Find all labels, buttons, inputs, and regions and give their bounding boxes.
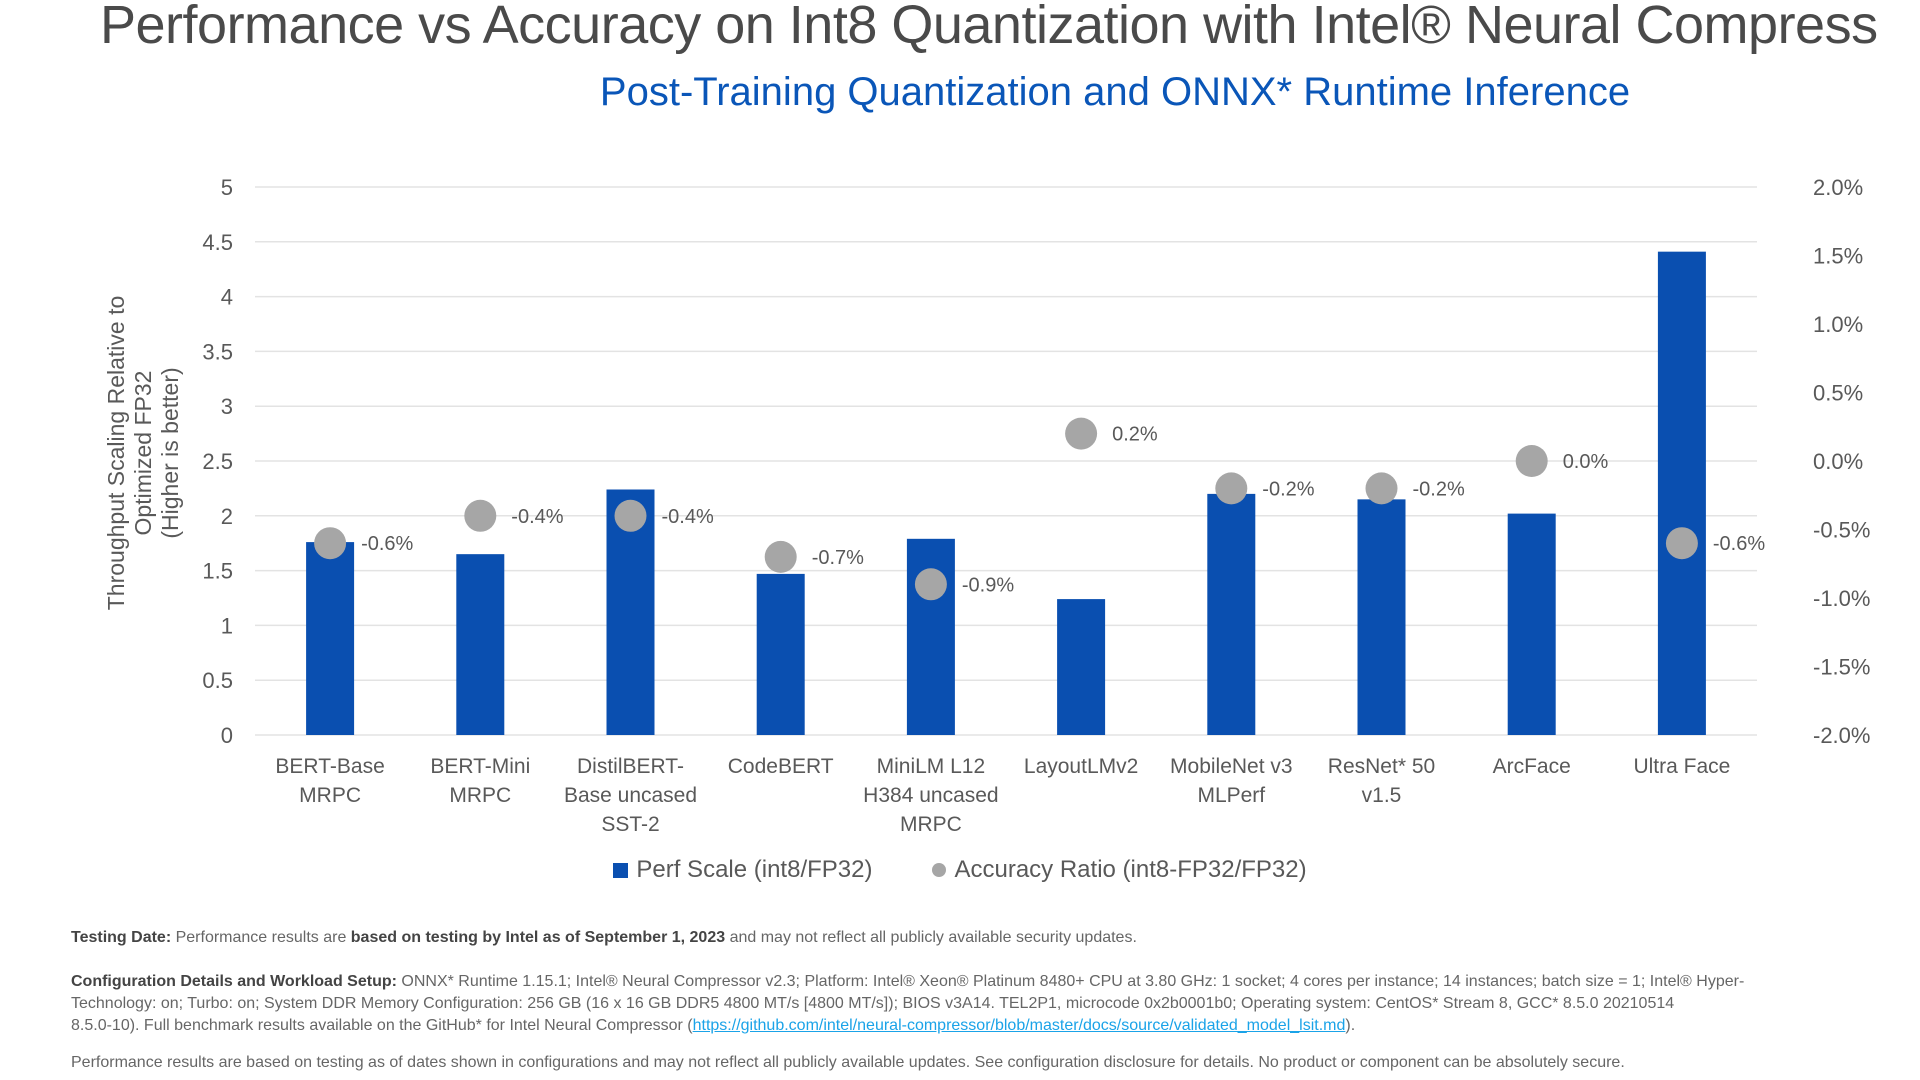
x-tick-label: SST-2 (601, 813, 659, 836)
y-axis-title-line: Optimized FP32 (130, 371, 156, 536)
y2-tick-label: 0.5% (1813, 381, 1863, 406)
bar-swatch-icon (613, 862, 629, 878)
x-tick-label: MRPC (299, 784, 361, 807)
data-label: -0.4% (662, 506, 714, 528)
x-tick-label: LayoutLMv2 (1024, 755, 1138, 778)
legend: Perf Scale (int8/FP32) Accuracy Ratio (i… (0, 856, 1920, 884)
data-label: -0.2% (1262, 478, 1314, 500)
y-tick-label: 1 (221, 613, 233, 638)
x-tick-label: ResNet* 50 (1328, 755, 1435, 778)
data-label: 0.2% (1112, 424, 1158, 446)
y-axis-title-line: (Higher is better) (157, 367, 183, 538)
note-bold-text: based on testing by Intel as of Septembe… (350, 929, 726, 946)
x-tick-label: MiniLM L12 (877, 755, 986, 778)
legend-item-perf: Perf Scale (int8/FP32) (613, 856, 872, 884)
bar (1657, 251, 1706, 735)
y-tick-label: 4 (221, 285, 233, 310)
chart-title: Performance vs Accuracy on Int8 Quantiza… (100, 0, 1878, 55)
y-tick-label: 3.5 (202, 339, 233, 364)
bar (1357, 499, 1406, 735)
y2-tick-label: -1.0% (1813, 586, 1870, 611)
github-link[interactable]: https://github.com/intel/neural-compress… (692, 1017, 1346, 1034)
bar (1507, 513, 1556, 735)
disclaimer: Performance results are based on testing… (71, 1054, 1625, 1071)
bar (1057, 599, 1106, 735)
accuracy-point (914, 568, 947, 601)
testing-date-label: Testing Date: (71, 929, 172, 946)
config-text: ONNX* Runtime 1.15.1; Intel® Neural Comp… (396, 973, 1745, 990)
x-tick-label: DistilBERT- (577, 755, 684, 778)
accuracy-point (1365, 472, 1398, 505)
x-tick-label: CodeBERT (728, 755, 834, 778)
y-tick-label: 4.5 (202, 230, 233, 255)
data-label: -0.6% (361, 533, 413, 555)
x-tick-label: BERT-Mini (430, 755, 530, 778)
legend-label: Accuracy Ratio (int8-FP32/FP32) (954, 856, 1307, 883)
bar (1207, 493, 1256, 735)
x-tick-label: MLPerf (1197, 784, 1265, 807)
config-text: 8.5.0-10). Full benchmark results availa… (71, 1017, 693, 1034)
bar (456, 554, 505, 735)
x-tick-label: v1.5 (1362, 784, 1402, 807)
accuracy-point (464, 499, 497, 532)
legend-label: Perf Scale (int8/FP32) (636, 856, 873, 883)
y-tick-label: 5 (221, 175, 233, 200)
y-axis-title: Throughput Scaling Relative toOptimized … (103, 296, 183, 611)
config-text: ). (1345, 1017, 1356, 1034)
accuracy-point (1665, 527, 1698, 560)
combo-chart: 0 0.5 1 1.5 2 2.5 3 3.5 4 4.5 5 -2.0% -1.5% -1.0% -0.5… (103, 175, 1870, 836)
y-tick-label: 3 (221, 394, 233, 419)
note-text: and may not reflect all publicly availab… (725, 929, 1137, 946)
dot-swatch-icon (932, 863, 947, 877)
x-tick-label: MRPC (449, 784, 511, 807)
x-tick-label: MobileNet v3 (1170, 755, 1293, 778)
accuracy-point (1515, 445, 1548, 477)
y2-tick-label: 1.5% (1813, 244, 1863, 269)
x-tick-label: MRPC (900, 813, 962, 836)
x-tick-label: ArcFace (1493, 755, 1571, 778)
y-tick-label: 2.5 (202, 449, 233, 474)
y-axis-title-line: Throughput Scaling Relative to (103, 296, 129, 611)
data-label: -0.7% (812, 547, 864, 569)
data-label: -0.9% (962, 574, 1014, 596)
x-tick-label: BERT-Base (275, 755, 384, 778)
accuracy-point (614, 499, 647, 532)
data-label: -0.2% (1413, 478, 1465, 500)
y2-tick-label: 0.0% (1813, 449, 1863, 474)
y-tick-label: 1.5 (202, 559, 233, 584)
y2-tick-label: -1.5% (1813, 655, 1870, 680)
x-tick-label: Ultra Face (1633, 755, 1730, 778)
x-tick-label: Base uncased (564, 784, 697, 807)
y2-tick-label: -2.0% (1813, 723, 1870, 748)
config-label: Configuration Details and Workload Setup… (71, 973, 397, 990)
y2-tick-label: -0.5% (1813, 518, 1870, 543)
y2-tick-label: 2.0% (1813, 175, 1863, 200)
data-label: 0.0% (1563, 451, 1609, 473)
y-tick-label: 2 (221, 504, 233, 529)
y-tick-label: 0.5 (202, 668, 233, 693)
bar (906, 538, 955, 735)
config-text: Technology: on; Turbo: on; System DDR Me… (71, 995, 1675, 1012)
accuracy-point (1215, 472, 1248, 505)
accuracy-point (314, 527, 347, 560)
bar (306, 542, 355, 735)
testing-date-note: Testing Date: Performance results are ba… (71, 927, 1137, 949)
x-tick-label: H384 uncased (863, 784, 998, 807)
accuracy-point (764, 540, 797, 573)
data-label: -0.4% (511, 506, 563, 528)
legend-item-accuracy: Accuracy Ratio (int8-FP32/FP32) (932, 856, 1307, 884)
accuracy-point (1065, 417, 1098, 450)
bar (756, 573, 805, 735)
data-label: -0.6% (1713, 533, 1765, 555)
config-details: Configuration Details and Workload Setup… (71, 971, 1744, 1037)
chart-subtitle: Post-Training Quantization and ONNX* Run… (599, 70, 1631, 114)
y-tick-label: 0 (221, 723, 233, 748)
y2-tick-label: 1.0% (1813, 312, 1863, 337)
note-text: Performance results are (171, 929, 351, 946)
